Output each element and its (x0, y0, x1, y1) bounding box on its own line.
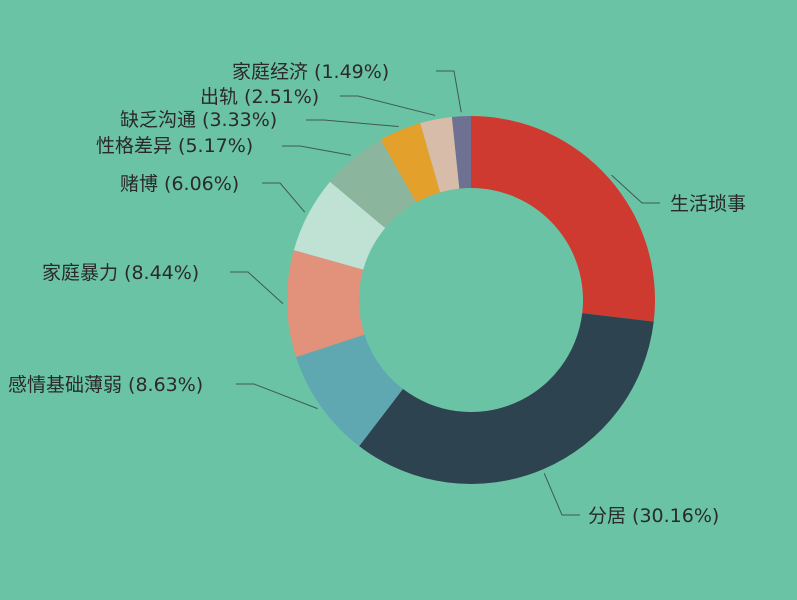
slice-赌博 (293, 181, 386, 270)
slice-label-性格差异: 性格差异 (5.17%) (96, 135, 253, 157)
leader-line-分居 (543, 472, 580, 516)
slice-家庭暴力 (286, 250, 365, 357)
leader-line-赌博 (262, 182, 306, 213)
leader-line-性格差异 (282, 145, 352, 156)
leader-line-家庭暴力 (230, 271, 284, 305)
slice-分居 (359, 313, 654, 484)
leader-line-感情基础薄弱 (236, 383, 318, 410)
slice-家庭经济 (451, 116, 471, 189)
donut-slices (286, 116, 655, 484)
slice-感情基础薄弱 (296, 334, 403, 447)
slice-label-家庭经济: 家庭经济 (1.49%) (232, 61, 389, 83)
slice-label-分居: 分居 (30.16%) (588, 505, 719, 527)
leader-lines (230, 70, 660, 516)
slice-label-缺乏沟通: 缺乏沟通 (3.33%) (120, 109, 277, 131)
leader-line-生活琐事 (611, 174, 660, 204)
slice-缺乏沟通 (380, 123, 441, 203)
slice-label-出轨: 出轨 (2.51%) (200, 86, 319, 108)
leader-line-出轨 (340, 95, 436, 116)
slice-生活琐事 (471, 116, 655, 322)
leader-line-家庭经济 (436, 70, 462, 113)
slice-出轨 (420, 116, 460, 193)
slice-性格差异 (330, 139, 417, 229)
leader-line-缺乏沟通 (306, 119, 399, 128)
slice-label-生活琐事: 生活琐事 (670, 193, 746, 215)
slice-label-赌博: 赌博 (6.06%) (120, 173, 239, 195)
slice-label-感情基础薄弱: 感情基础薄弱 (8.63%) (8, 374, 203, 396)
slice-label-家庭暴力: 家庭暴力 (8.44%) (42, 262, 199, 284)
